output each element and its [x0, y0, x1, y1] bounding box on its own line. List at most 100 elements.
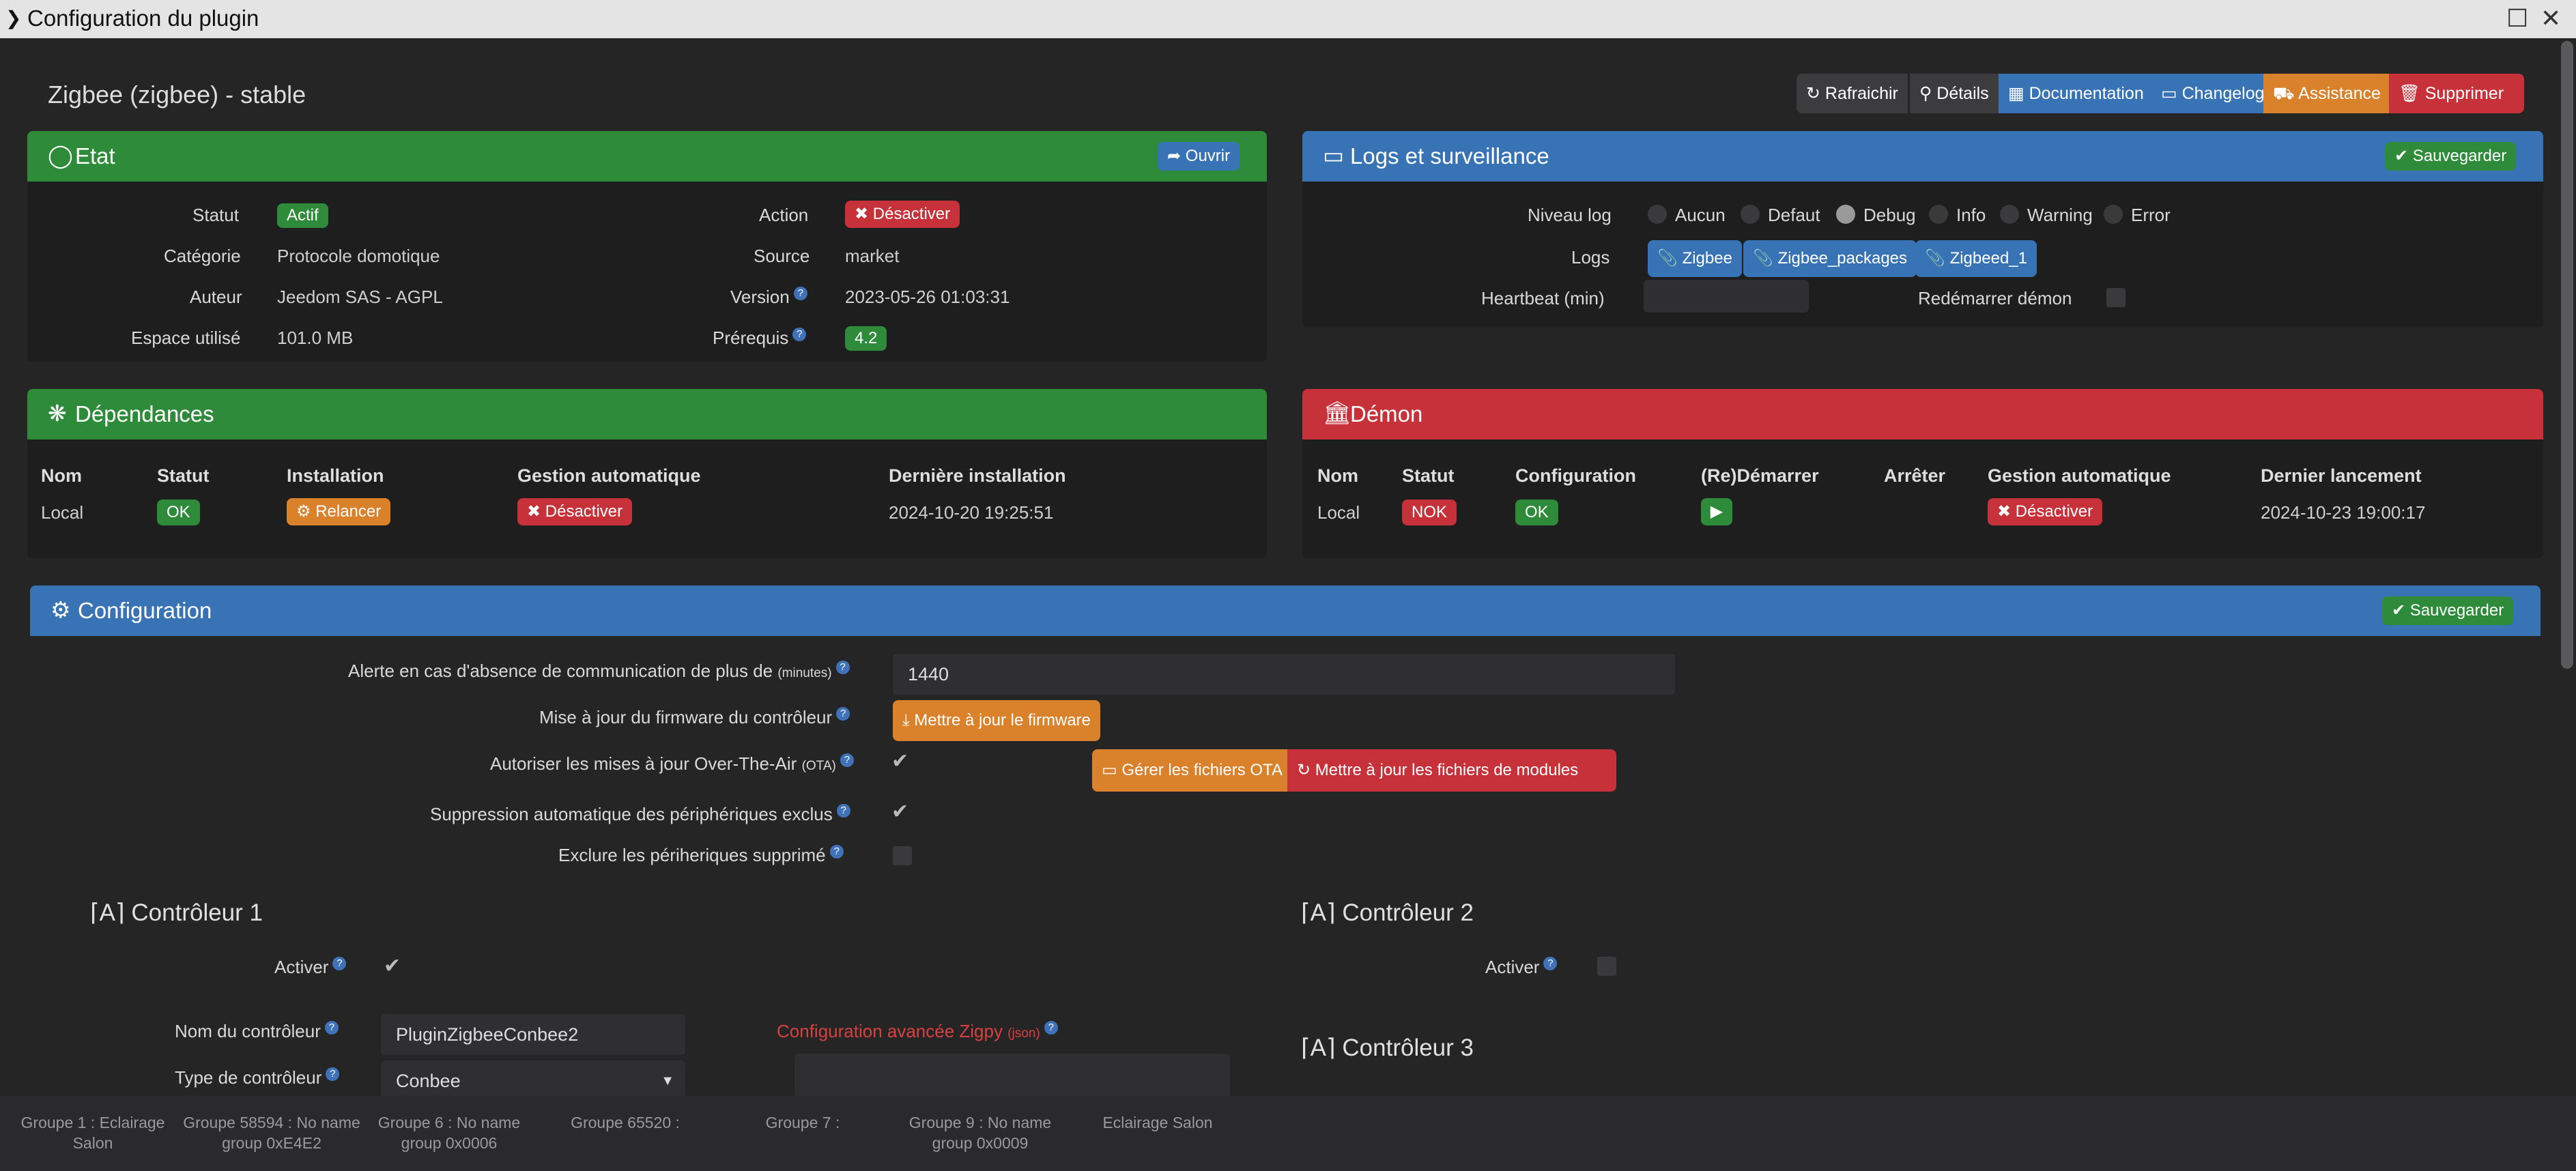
prereq-badge: 4.2: [845, 326, 887, 351]
help-icon[interactable]: ?: [332, 957, 347, 971]
log-level-label: Niveau log: [1528, 205, 1612, 225]
controller-type-label: Type de contrôleur?: [175, 1067, 340, 1088]
daemon-config-badge: OK: [1515, 500, 1558, 525]
log-file-zigbee-button[interactable]: 📎 Zigbee: [1648, 240, 1742, 277]
help-icon[interactable]: ?: [1044, 1021, 1058, 1035]
dependency-deactivate-button[interactable]: ✖ Désactiver: [517, 498, 633, 525]
controller-type-select[interactable]: Conbee ▼: [381, 1060, 685, 1099]
help-icon[interactable]: ?: [835, 661, 850, 675]
trash-icon: 🗑: [2399, 84, 2420, 103]
configuration-header: ⚙ Configuration ✔ Sauvegarder: [30, 586, 2541, 636]
table-header: Installation: [287, 465, 384, 486]
ota-checkbox[interactable]: ✔: [891, 750, 909, 772]
advanced-config-textarea[interactable]: [795, 1054, 1230, 1099]
daemon-panel: 🏛 Démon Nom Statut Configuration (Re)Dém…: [1302, 389, 2543, 558]
alert-minutes-input[interactable]: 1440: [893, 654, 1675, 695]
table-header: Nom: [1317, 465, 1358, 486]
logs-save-button[interactable]: ✔ Sauvegarder: [2385, 142, 2517, 171]
log-level-option: Info: [1956, 205, 1986, 225]
restart-daemon-checkbox[interactable]: [2106, 288, 2126, 307]
relaunch-button[interactable]: ⚙ Relancer: [287, 498, 391, 525]
log-level-warning-radio[interactable]: [2000, 205, 2019, 224]
dependencies-header: ❋ Dépendances: [27, 389, 1267, 439]
log-level-info-radio[interactable]: [1929, 205, 1948, 224]
table-header: Configuration: [1515, 465, 1636, 486]
refresh-icon: ↻: [1806, 84, 1820, 103]
daemon-status-badge: NOK: [1402, 500, 1457, 525]
dependencies-panel: ❋ Dépendances Nom Statut Installation Ge…: [27, 389, 1267, 558]
daemon-name: Local: [1317, 502, 1360, 523]
action-label: Action: [759, 205, 809, 225]
group-item: Groupe 9 : No name group 0x0009: [908, 1114, 1052, 1152]
config-save-button[interactable]: ✔ Sauvegarder: [2382, 596, 2514, 625]
open-button[interactable]: ➦ Ouvrir: [1158, 142, 1240, 171]
heartbeat-label: Heartbeat (min): [1481, 288, 1605, 308]
category-value: Protocole domotique: [277, 246, 440, 266]
log-level-option: Defaut: [1768, 205, 1820, 225]
source-label: Source: [754, 246, 810, 266]
manage-ota-files-button[interactable]: ▭ Gérer les fichiers OTA: [1092, 749, 1292, 792]
maximize-icon[interactable]: ☐: [2506, 4, 2529, 32]
space-label: Espace utilisé: [131, 328, 241, 348]
close-icon[interactable]: ✕: [2541, 4, 2562, 32]
exclude-checkbox[interactable]: [893, 846, 912, 865]
author-value: Jeedom SAS - AGPL: [277, 287, 443, 307]
deactivate-button[interactable]: ✖ Désactiver: [845, 201, 960, 228]
assistance-button[interactable]: ⛟ Assistance: [2263, 74, 2390, 113]
table-header: Nom: [41, 465, 82, 486]
help-icon[interactable]: ?: [793, 287, 807, 301]
play-icon[interactable]: ▶: [1701, 498, 1732, 525]
heartbeat-input[interactable]: [1644, 280, 1809, 313]
help-icon[interactable]: ?: [1543, 957, 1558, 971]
status-label: Statut: [192, 205, 239, 225]
help-icon[interactable]: ?: [836, 707, 850, 721]
dependencies-title: Dépendances: [75, 401, 214, 427]
table-header: Statut: [1402, 465, 1455, 486]
daemon-header: 🏛 Démon: [1302, 389, 2543, 439]
advanced-config-label: Configuration avancée Zigpy (json)?: [777, 1021, 1058, 1042]
changelog-button[interactable]: ▭ Changelog: [2151, 74, 2274, 113]
help-icon[interactable]: ?: [792, 328, 807, 342]
controller-name-label: Nom du contrôleur?: [175, 1021, 339, 1042]
controller-1-heading: ⌈A⌉ Contrôleur 1: [90, 899, 263, 926]
help-icon[interactable]: ?: [836, 804, 850, 818]
help-icon[interactable]: ?: [829, 845, 844, 859]
space-value: 101.0 MB: [277, 328, 354, 348]
log-level-defaut-radio[interactable]: [1741, 205, 1760, 224]
controller-name-input[interactable]: PluginZigbeeConbee2: [381, 1014, 685, 1055]
scrollbar-thumb[interactable]: [2561, 41, 2573, 669]
controller-1-activate-checkbox[interactable]: ✔: [384, 955, 401, 977]
delete-button[interactable]: 🗑 Supprimer: [2389, 74, 2524, 113]
refresh-button[interactable]: ↻ Rafraichir: [1797, 74, 1908, 113]
update-firmware-button[interactable]: ⤓ Mettre à jour le firmware: [893, 700, 1101, 741]
log-file-zigbeed-button[interactable]: 📎 Zigbeed_1: [1915, 240, 2037, 277]
log-level-debug-radio[interactable]: [1836, 205, 1855, 224]
log-level-aucun-radio[interactable]: [1648, 205, 1667, 224]
table-header: (Re)Démarrer: [1701, 465, 1819, 486]
documentation-button[interactable]: ▦ Documentation: [1999, 74, 2153, 113]
etat-title: Etat: [75, 143, 115, 169]
logs-label: Logs: [1571, 247, 1610, 268]
help-icon[interactable]: ?: [324, 1021, 339, 1035]
controller-2-activate-checkbox[interactable]: [1597, 957, 1616, 976]
window-title: Configuration du plugin: [27, 5, 259, 31]
log-level-error-radio[interactable]: [2104, 205, 2123, 224]
chevron-right-icon[interactable]: ❯: [5, 8, 22, 29]
daemon-deactivate-button[interactable]: ✖ Désactiver: [1988, 498, 2103, 525]
group-item: Groupe 1 : Eclairage Salon: [20, 1114, 165, 1152]
log-level-option: Debug: [1863, 205, 1916, 225]
help-icon[interactable]: ?: [840, 753, 854, 768]
group-item: Groupe 58594 : No name group 0xE4E2: [183, 1114, 360, 1152]
log-file-zigbee-packages-button[interactable]: 📎 Zigbee_packages: [1743, 240, 1917, 277]
details-button[interactable]: ⚲ Détails: [1910, 74, 1999, 113]
ambulance-icon: ⛟: [2273, 84, 2295, 103]
update-module-files-button[interactable]: ↻ Mettre à jour les fichiers de modules: [1287, 749, 1616, 792]
bank-icon: 🏛: [1323, 400, 1351, 425]
etat-panel: ◯ Etat ➦ Ouvrir Statut Actif Catégorie P…: [27, 131, 1267, 362]
restart-daemon-label: Redémarrer démon: [1918, 288, 2072, 308]
file-icon: ▭: [1323, 143, 1345, 168]
auto-remove-checkbox[interactable]: ✔: [891, 800, 909, 823]
help-icon[interactable]: ?: [326, 1067, 340, 1082]
auto-remove-label: Suppression automatique des périphérique…: [430, 804, 850, 825]
plugin-title: Zigbee (zigbee) - stable: [48, 81, 306, 109]
